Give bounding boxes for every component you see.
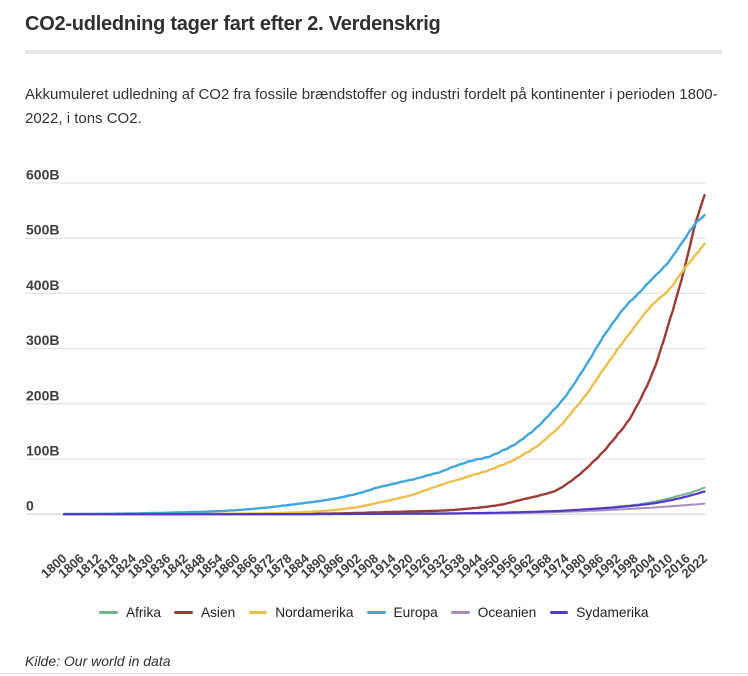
svg-text:0: 0 — [26, 498, 34, 514]
svg-text:500B: 500B — [26, 222, 59, 238]
svg-text:400B: 400B — [26, 277, 59, 293]
svg-text:100B: 100B — [26, 443, 59, 459]
svg-text:300B: 300B — [26, 332, 59, 348]
svg-text:600B: 600B — [26, 166, 59, 182]
svg-text:200B: 200B — [26, 387, 59, 403]
